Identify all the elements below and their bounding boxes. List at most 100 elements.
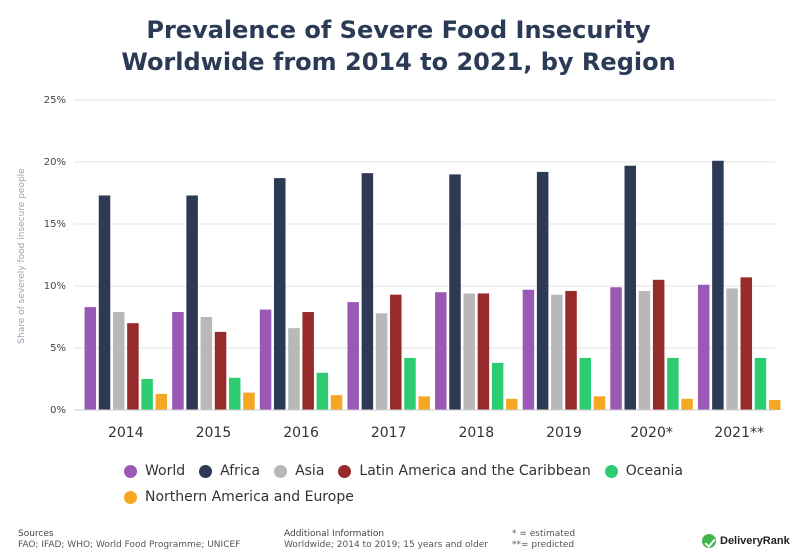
chart-title-line-1: Prevalence of Severe Food Insecurity	[146, 16, 651, 44]
legend-label: World	[145, 463, 186, 479]
y-axis-label: Share of severely food insecure people	[17, 168, 27, 344]
footer-note-estimated: * = estimated	[512, 529, 576, 539]
brand-logo-link[interactable]: DeliveryRank	[702, 534, 790, 548]
y-tick-label: 15%	[44, 219, 66, 230]
bar	[186, 195, 198, 410]
x-tick-label: 2017	[371, 425, 407, 441]
bar	[652, 279, 665, 410]
footer-notes: * = estimated **= predicted	[512, 529, 575, 551]
bar	[316, 372, 329, 410]
legend-swatch	[124, 464, 137, 478]
y-tick-label: 0%	[50, 405, 66, 416]
bar	[506, 398, 518, 410]
bar	[463, 293, 475, 410]
bar	[768, 400, 781, 410]
y-tick-label: 20%	[44, 157, 66, 168]
legend-item-northern-america-europe: Northern America and Europe	[124, 489, 354, 505]
bar	[243, 392, 255, 410]
x-tick-label: 2018	[458, 425, 494, 441]
legend-swatch	[274, 464, 288, 478]
bar	[740, 277, 753, 410]
bar	[302, 312, 314, 410]
legend-item-oceania: Oceania	[604, 463, 684, 479]
bar	[638, 290, 651, 410]
bar	[593, 396, 606, 410]
legend-swatch	[604, 464, 618, 478]
bar	[84, 307, 97, 410]
bar	[536, 171, 549, 410]
legend-row-2: Northern America and Europe	[124, 484, 724, 510]
bar	[288, 328, 300, 410]
legend-item-world: World	[124, 463, 185, 479]
footer-info-text: Worldwide; 2014 to 2019; 15 years and ol…	[284, 540, 488, 550]
bar	[418, 396, 430, 410]
footer-info-heading: Additional Information	[284, 529, 385, 539]
footer-sources-heading: Sources	[18, 529, 54, 539]
bar	[449, 174, 461, 410]
bar	[172, 312, 184, 410]
brand-icon	[702, 534, 716, 548]
bar	[98, 195, 111, 410]
bar	[155, 393, 168, 410]
bar	[522, 289, 535, 410]
bar	[754, 357, 767, 410]
bar	[726, 288, 738, 410]
legend: World Africa Asia Latin America and the …	[124, 458, 724, 510]
legend-item-asia: Asia	[274, 463, 324, 479]
bar	[624, 165, 637, 410]
legend-label: Latin America and the Caribbean	[359, 463, 591, 479]
x-tick-label: 2016	[283, 425, 319, 441]
y-tick-label: 10%	[44, 281, 66, 292]
bar	[214, 331, 227, 410]
bar	[330, 395, 343, 410]
x-tick-label: 2021**	[714, 425, 764, 441]
y-tick-label: 5%	[50, 343, 66, 354]
legend-label: Africa	[220, 463, 261, 479]
legend-label: Northern America and Europe	[145, 489, 354, 505]
legend-item-latin-america: Latin America and the Caribbean	[338, 463, 591, 479]
bar	[610, 287, 622, 410]
bar	[565, 290, 577, 410]
x-tick-label: 2015	[196, 425, 232, 441]
bar	[697, 284, 710, 410]
legend-row-1: World Africa Asia Latin America and the …	[124, 458, 724, 484]
bar	[551, 294, 563, 410]
bar	[390, 294, 402, 410]
brand-name: DeliveryRank	[720, 535, 790, 547]
x-tick-label: 2019	[546, 425, 582, 441]
bar	[361, 173, 374, 410]
legend-label: Asia	[295, 463, 325, 479]
bar	[477, 293, 490, 410]
legend-swatch	[199, 464, 213, 478]
x-tick-label: 2014	[108, 425, 144, 441]
y-tick-label: 25%	[44, 95, 66, 106]
bar	[200, 317, 213, 410]
bar	[404, 357, 416, 410]
footer-note-predicted: **= predicted	[512, 540, 575, 550]
bar	[112, 312, 125, 410]
legend-swatch	[338, 464, 352, 478]
footer-sources-text: FAO; IFAD; WHO; World Food Programme; UN…	[18, 540, 241, 550]
legend-item-africa: Africa	[199, 463, 260, 479]
bar	[274, 178, 286, 410]
bar	[712, 160, 724, 410]
chart-title-line-2: Worldwide from 2014 to 2021, by Region	[121, 48, 676, 76]
bar	[435, 292, 447, 410]
bar	[347, 302, 359, 410]
bar	[228, 377, 241, 410]
bar	[667, 357, 679, 410]
bar-chart: 0% 5% 10% 15% 20% 25% Share of severely food i…	[17, 95, 781, 441]
bar	[579, 357, 591, 410]
x-tick-label: 2020*	[630, 425, 673, 441]
footer-additional-info: Additional Information Worldwide; 2014 t…	[284, 529, 488, 551]
bar	[681, 398, 693, 410]
bar	[127, 323, 139, 410]
footer-sources: Sources FAO; IFAD; WHO; World Food Progr…	[18, 529, 240, 551]
bar	[141, 379, 153, 410]
bar	[491, 362, 504, 410]
bar	[259, 309, 272, 410]
legend-label: Oceania	[625, 463, 684, 479]
bar	[375, 313, 388, 410]
legend-swatch	[124, 490, 137, 504]
chart-title: Prevalence of Severe Food Insecurity Wor…	[0, 14, 797, 78]
